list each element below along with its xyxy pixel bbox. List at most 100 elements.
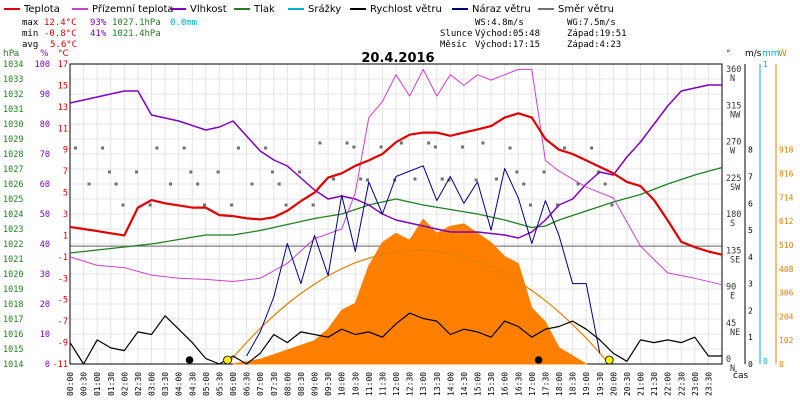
rain-tick-label: 0 <box>763 357 768 366</box>
wind-direction-mark <box>365 178 369 182</box>
time-tick-label: 02:00 <box>120 372 129 396</box>
legend-label-wind-speed: Rychlost větru <box>370 3 442 15</box>
unit-hpa: hPa <box>3 49 19 59</box>
wind-direction-mark <box>427 141 431 145</box>
wind-direction-mark <box>121 203 125 207</box>
wind-direction-mark <box>596 170 600 174</box>
unit-percent: % <box>40 49 49 59</box>
radiation-tick-label: 612 <box>779 217 794 226</box>
time-tick-label: 03:00 <box>148 372 157 396</box>
axis-units: hPa % °C ° m/s mm W čas <box>3 49 787 381</box>
radiation-tick-label: 918 <box>779 146 794 155</box>
time-tick-label: 14:30 <box>460 372 469 396</box>
wind-direction-mark <box>73 146 77 150</box>
time-tick-label: 22:00 <box>664 372 673 396</box>
pressure-tick-label: 1024 <box>3 210 23 220</box>
wind-direction-mark <box>277 182 281 186</box>
ground-temperature-line <box>69 68 723 286</box>
radiation-tick-label: 0 <box>779 360 784 369</box>
stats-max-temp: 12.4°C <box>44 18 77 28</box>
time-tick-label: 05:00 <box>202 372 211 396</box>
temp-tick-label: 9 <box>63 146 68 156</box>
radiation-tick-label: 306 <box>779 289 794 298</box>
wind-gust-line <box>246 165 601 357</box>
humidity-tick-label: 50 <box>40 210 50 220</box>
wind-direction-mark <box>148 203 152 207</box>
wind-direction-mark <box>413 177 417 181</box>
legend: Teplota Přízemní teplota Vlhkost Tlak Sr… <box>4 3 614 15</box>
chart-title: 20.4.2016 <box>361 51 434 66</box>
time-tick-label: 21:30 <box>650 372 659 396</box>
time-tick-label: 17:30 <box>541 372 550 396</box>
time-tick-label: 11:00 <box>365 372 374 396</box>
wind-direction-mark <box>202 203 206 207</box>
legend-label-wind-direction: Směr větru <box>558 3 614 15</box>
direction-name-label: NE <box>730 328 740 338</box>
direction-name-label: E <box>730 292 735 302</box>
wind-direction-mark <box>230 203 234 207</box>
temp-tick-label: 11 <box>58 124 68 134</box>
time-tick-label: 09:00 <box>311 372 320 396</box>
time-tick-label: 22:30 <box>677 372 686 396</box>
temp-tick-label: 5 <box>63 189 68 199</box>
radiation-tick-label: 816 <box>779 170 794 179</box>
temp-tick-label: 13 <box>58 103 68 113</box>
time-tick-label: 07:00 <box>256 372 265 396</box>
time-tick-label: 18:00 <box>555 372 564 396</box>
direction-tick-label: 45 <box>726 319 736 329</box>
wind-direction-mark <box>359 177 363 181</box>
wind-direction-mark <box>284 203 288 207</box>
wind-speed-tick-label: 3 <box>748 280 753 289</box>
x-axis-label: čas <box>733 370 748 381</box>
time-tick-label: 08:30 <box>297 372 306 396</box>
temp-tick-label: 7 <box>63 167 68 177</box>
unit-w: W <box>778 49 787 59</box>
wind-direction-mark <box>440 177 444 181</box>
humidity-tick-label: 90 <box>40 90 50 100</box>
wind-direction-mark <box>556 203 560 207</box>
info-gust: WG:7.5m/s <box>567 18 616 28</box>
wind-direction-mark <box>250 182 254 186</box>
wind-direction-mark <box>169 182 173 186</box>
wind-direction-mark <box>610 203 614 207</box>
temp-tick-label: 15 <box>58 81 68 91</box>
moon-marker <box>534 356 543 364</box>
stats-max-label: max <box>22 18 39 28</box>
time-tick-label: 06:30 <box>243 372 252 396</box>
pressure-tick-label: 1023 <box>3 225 23 235</box>
time-tick-label: 12:30 <box>406 372 415 396</box>
time-tick-label: 04:00 <box>175 372 184 396</box>
wind-direction-mark <box>236 146 240 150</box>
time-tick-label: 20:00 <box>609 372 618 396</box>
time-tick-label: 08:00 <box>283 372 292 396</box>
time-tick-label: 13:30 <box>433 372 442 396</box>
pressure-line <box>69 166 723 254</box>
direction-tick-label: 360 <box>726 65 741 75</box>
pressure-tick-label: 1028 <box>3 150 23 160</box>
direction-name-label: SE <box>730 255 740 265</box>
stats-avg-temp: 5.6°C <box>50 40 77 50</box>
wind-speed-tick-label: 8 <box>748 146 753 155</box>
time-tick-label: 19:30 <box>596 372 605 396</box>
wind-direction-mark <box>318 141 322 145</box>
wind-direction-mark <box>270 170 274 174</box>
time-tick-label: 23:30 <box>704 372 713 396</box>
time-tick-label: 14:00 <box>446 372 455 396</box>
wind-direction-mark <box>135 170 139 174</box>
sun-moon-markers <box>185 355 614 365</box>
time-tick-label: 01:30 <box>107 372 116 396</box>
radiation-tick-label: 510 <box>779 241 794 250</box>
pressure-tick-label: 1026 <box>3 180 23 190</box>
unit-degc: °C <box>58 49 69 59</box>
time-tick-label: 15:00 <box>474 372 483 396</box>
direction-tick-label: 0 <box>726 355 731 365</box>
legend-label-pressure: Tlak <box>253 4 275 15</box>
wind-speed-tick-label: 7 <box>748 173 753 182</box>
wind-direction-mark <box>528 203 532 207</box>
direction-name-label: SW <box>730 183 741 193</box>
time-tick-label: 16:30 <box>514 372 523 396</box>
pressure-tick-label: 1021 <box>3 255 23 265</box>
pressure-tick-label: 1016 <box>3 330 23 340</box>
wind-speed-tick-label: 5 <box>748 226 753 235</box>
